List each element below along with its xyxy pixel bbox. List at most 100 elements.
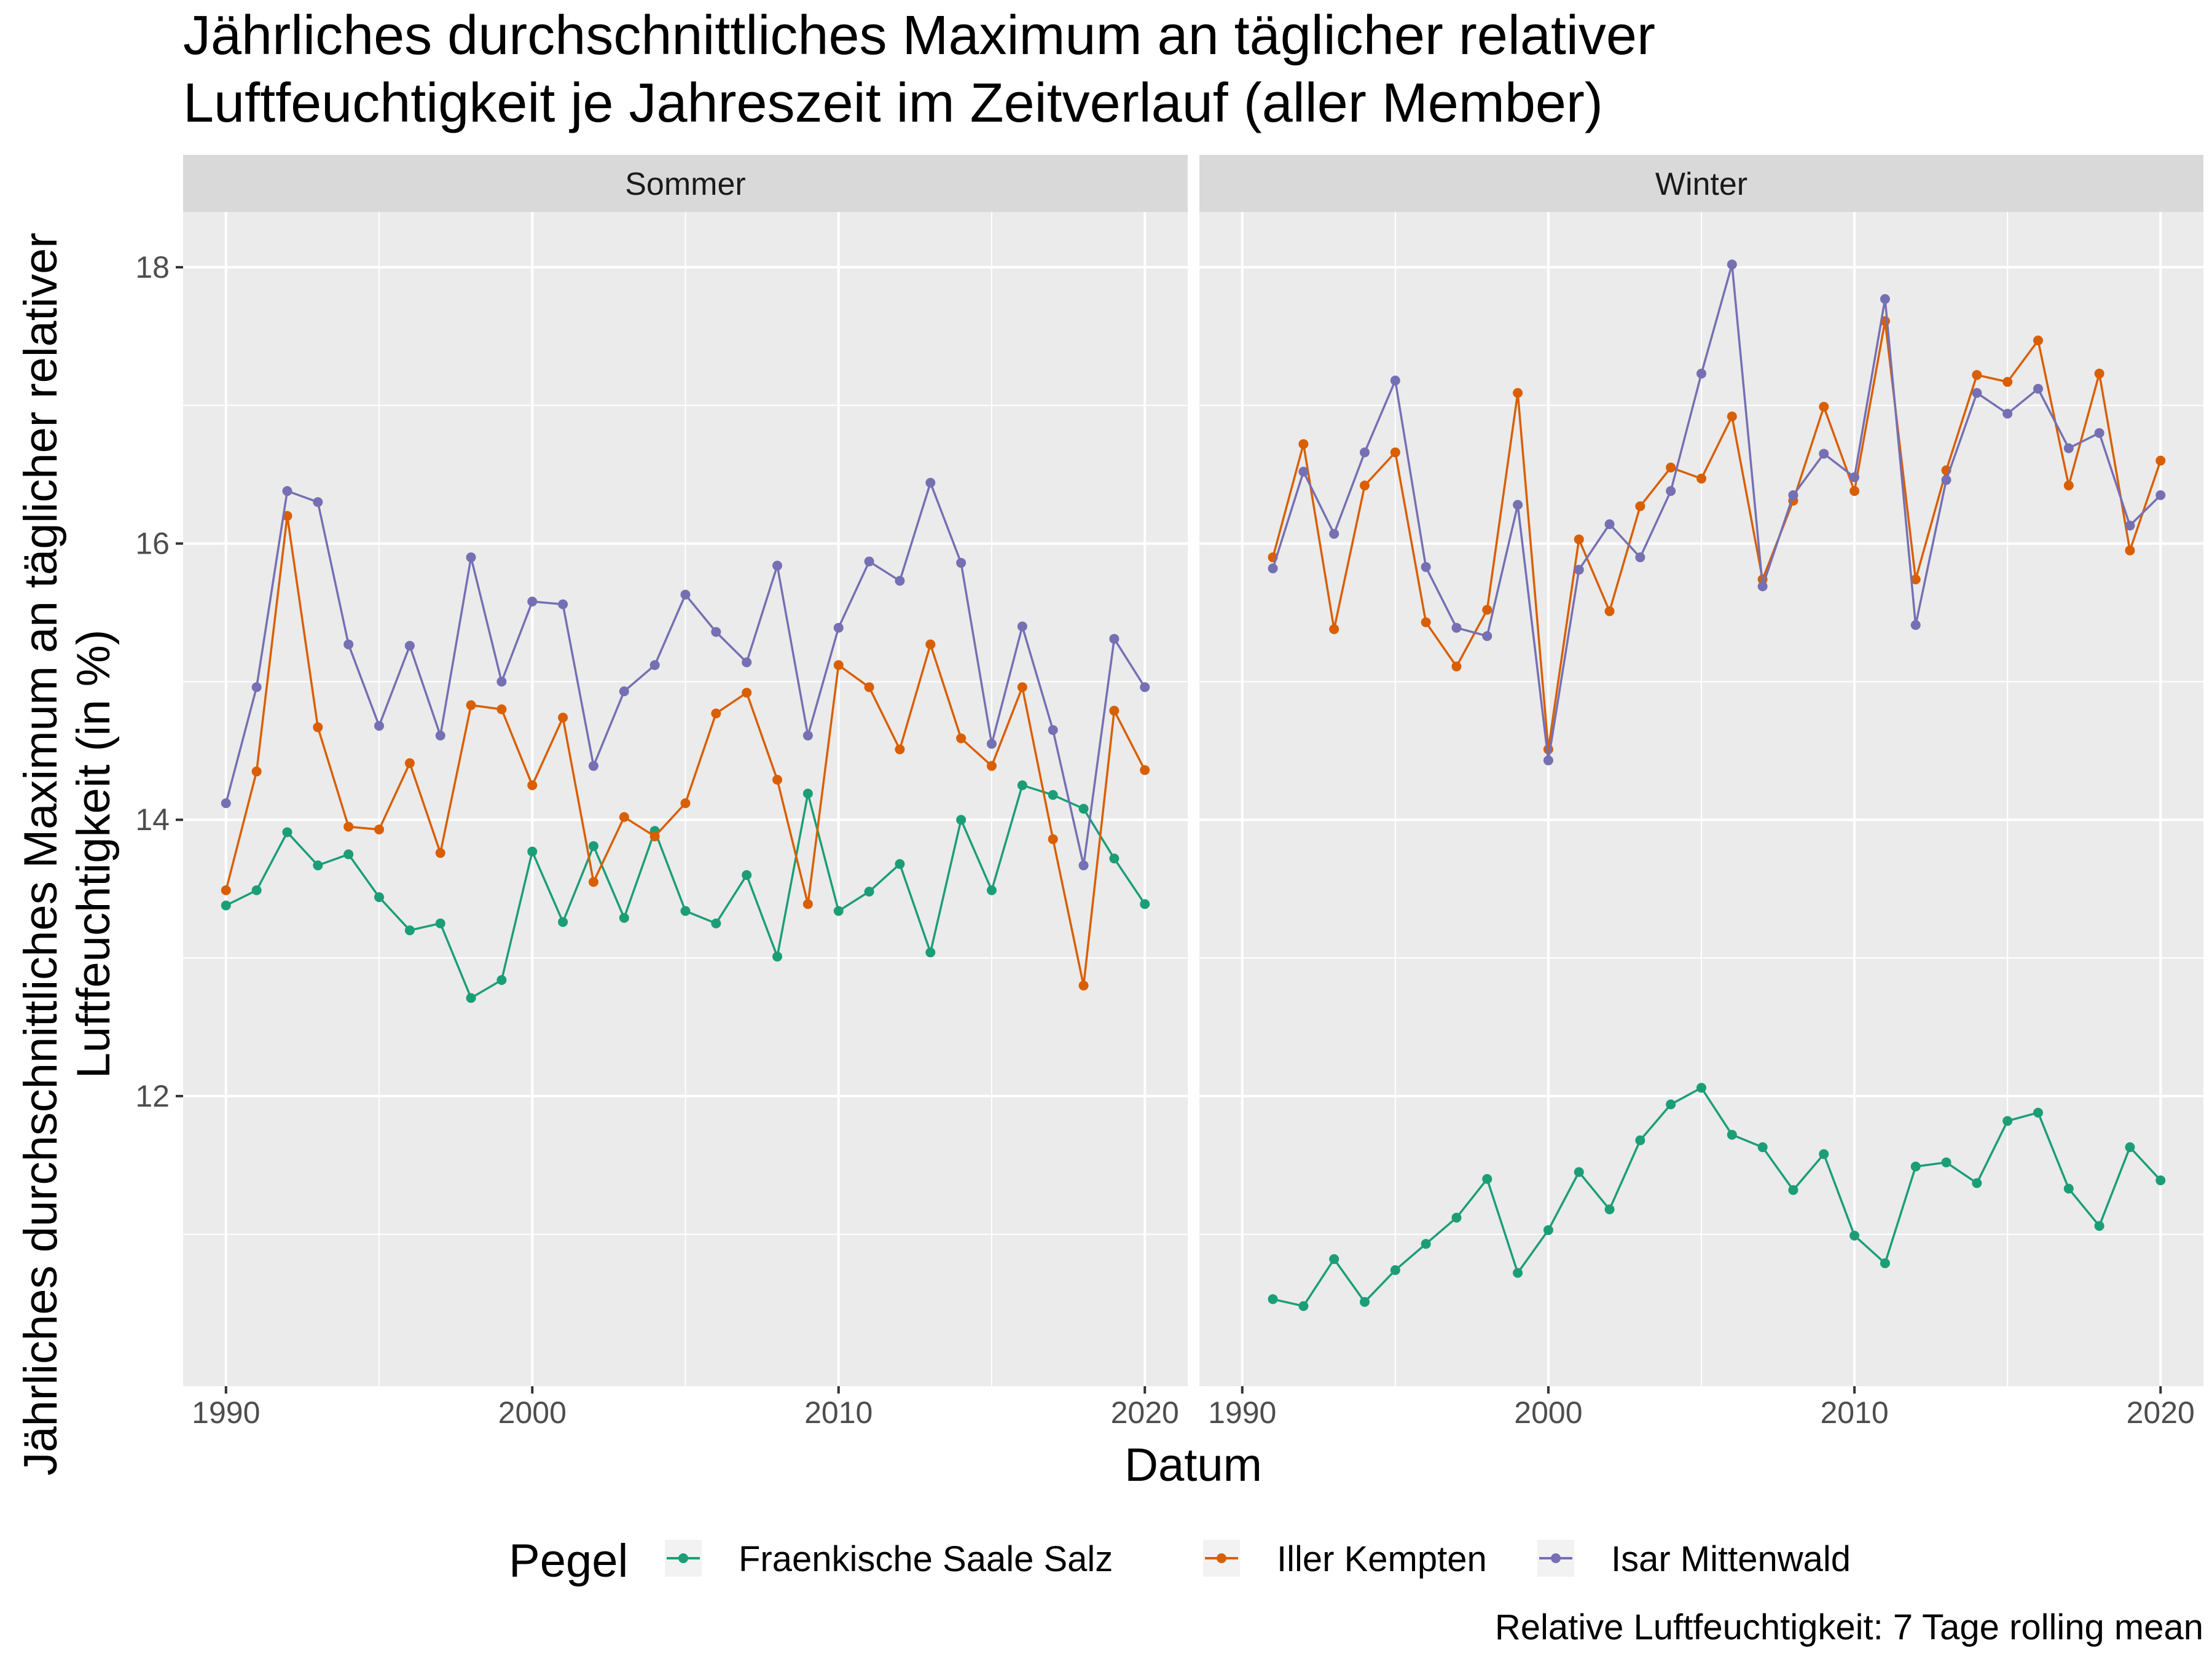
data-point-sommer-fraenkische-saale-salz [496,975,507,986]
data-point-sommer-isar-mittenwald [221,798,231,809]
data-point-winter-fraenkische-saale-salz [1666,1099,1676,1110]
data-point-sommer-isar-mittenwald [1017,621,1027,632]
strip-sommer [183,155,1188,212]
data-point-sommer-isar-mittenwald [895,576,905,586]
data-point-winter-isar-mittenwald [1727,259,1737,270]
data-point-sommer-isar-mittenwald [986,739,997,749]
data-point-winter-isar-mittenwald [1972,388,1982,398]
data-point-sommer-fraenkische-saale-salz [343,849,354,860]
data-point-sommer-fraenkische-saale-salz [435,918,445,928]
data-point-sommer-fraenkische-saale-salz [802,788,813,799]
data-point-winter-isar-mittenwald [1880,294,1890,304]
data-point-sommer-iller-kempten [649,831,660,842]
data-point-sommer-isar-mittenwald [343,639,354,649]
data-point-sommer-fraenkische-saale-salz [1017,780,1027,791]
data-point-winter-isar-mittenwald [2063,443,2074,453]
panel-sommer: Sommer 1990 2000 2010 2020 [183,155,1188,1430]
data-point-sommer-iller-kempten [711,708,721,719]
data-point-sommer-iller-kempten [374,824,385,834]
x-tick-label: 2000 [498,1395,567,1430]
data-point-sommer-fraenkische-saale-salz [833,906,844,916]
data-point-sommer-iller-kempten [802,899,813,909]
data-point-sommer-iller-kempten [925,639,936,649]
data-point-winter-isar-mittenwald [2002,409,2013,419]
data-point-sommer-fraenkische-saale-salz [404,925,415,936]
legend-title: Pegel [509,1535,628,1587]
data-point-sommer-fraenkische-saale-salz [680,906,691,916]
data-point-sommer-isar-mittenwald [711,627,721,637]
x-tick-label: 2020 [1111,1395,1179,1430]
data-point-sommer-iller-kempten [435,848,445,858]
data-point-winter-isar-mittenwald [1941,475,1951,485]
y-axis-title-line-1: Jährliches durchschnittliches Maximum an… [15,232,67,1475]
y-tick-label: 18 [135,250,170,284]
series-line-winter-isar-mittenwald [1271,263,2162,762]
data-point-winter-iller-kempten [1513,388,1523,398]
panel-winter: Winter 1990 2000 2010 2020 [1199,155,2203,1430]
data-point-winter-iller-kempten [1696,473,1706,484]
data-point-sommer-isar-mittenwald [802,731,813,741]
data-point-sommer-iller-kempten [466,700,476,710]
data-point-winter-iller-kempten [2125,545,2135,555]
data-point-winter-fraenkische-saale-salz [1513,1268,1523,1278]
data-point-sommer-isar-mittenwald [772,560,783,571]
data-point-sommer-iller-kempten [986,761,997,771]
data-point-winter-iller-kempten [1574,534,1584,544]
x-tick-label: 2010 [804,1395,873,1430]
data-point-sommer-fraenkische-saale-salz [466,993,476,1003]
y-tick-label: 14 [135,802,170,837]
data-point-winter-isar-mittenwald [1543,755,1553,766]
legend-label-fraenkische-saale-salz: Fraenkische Saale Salz [739,1539,1113,1579]
data-point-sommer-isar-mittenwald [588,761,598,771]
data-point-sommer-isar-mittenwald [925,477,936,488]
data-point-winter-iller-kempten [1482,605,1492,615]
data-point-winter-isar-mittenwald [2033,383,2043,394]
series-line-winter-iller-kempten [1271,320,2162,751]
data-point-winter-fraenkische-saale-salz [2033,1107,2043,1118]
data-point-sommer-iller-kempten [313,722,323,732]
data-point-winter-isar-mittenwald [1451,622,1462,633]
data-point-winter-fraenkische-saale-salz [1849,1230,1860,1241]
data-point-sommer-isar-mittenwald [1078,860,1089,871]
data-point-winter-fraenkische-saale-salz [1451,1212,1462,1223]
data-point-winter-isar-mittenwald [2125,520,2135,531]
data-point-sommer-isar-mittenwald [374,721,385,731]
data-point-winter-iller-kempten [1819,402,1829,412]
data-point-winter-isar-mittenwald [1482,631,1492,641]
data-point-sommer-fraenkische-saale-salz [374,892,385,903]
data-point-winter-iller-kempten [1360,480,1370,491]
data-point-sommer-iller-kempten [1078,981,1089,991]
y-axis-title-line-2: Luftfeuchtigkeit (in %) [68,630,120,1079]
data-point-winter-fraenkische-saale-salz [1298,1301,1309,1311]
strip-label-sommer: Sommer [625,167,745,202]
x-tick-label: 2020 [2127,1395,2195,1430]
data-point-winter-iller-kempten [1604,606,1615,616]
data-point-winter-isar-mittenwald [1298,466,1309,477]
data-point-winter-fraenkische-saale-salz [2125,1142,2135,1153]
data-point-winter-iller-kempten [1910,575,1921,585]
data-point-winter-isar-mittenwald [1421,562,1431,572]
data-point-winter-fraenkische-saale-salz [1941,1157,1951,1167]
data-point-winter-fraenkische-saale-salz [1635,1135,1645,1145]
data-point-winter-fraenkische-saale-salz [1329,1254,1339,1265]
x-tick-label: 2010 [1820,1395,1888,1430]
data-point-winter-iller-kempten [1298,439,1309,449]
data-point-winter-isar-mittenwald [1329,528,1339,539]
y-axis-ticks: 12 14 16 18 [135,250,183,1113]
data-point-sommer-iller-kempten [956,733,967,743]
data-point-winter-iller-kempten [1390,447,1400,458]
y-tick-label: 16 [135,527,170,561]
data-point-sommer-fraenkische-saale-salz [986,885,997,895]
data-point-sommer-isar-mittenwald [282,486,292,496]
data-point-sommer-fraenkische-saale-salz [742,870,752,880]
data-point-winter-isar-mittenwald [1513,500,1523,510]
data-point-winter-iller-kempten [1421,617,1431,627]
data-point-winter-fraenkische-saale-salz [1604,1204,1615,1215]
legend-label-isar-mittenwald: Isar Mittenwald [1611,1539,1851,1579]
data-point-winter-fraenkische-saale-salz [1910,1161,1921,1172]
data-point-sommer-iller-kempten [527,780,538,791]
data-point-sommer-isar-mittenwald [313,497,323,508]
data-point-sommer-fraenkische-saale-salz [864,887,874,897]
data-point-sommer-isar-mittenwald [558,599,568,610]
y-tick-label: 12 [135,1079,170,1113]
